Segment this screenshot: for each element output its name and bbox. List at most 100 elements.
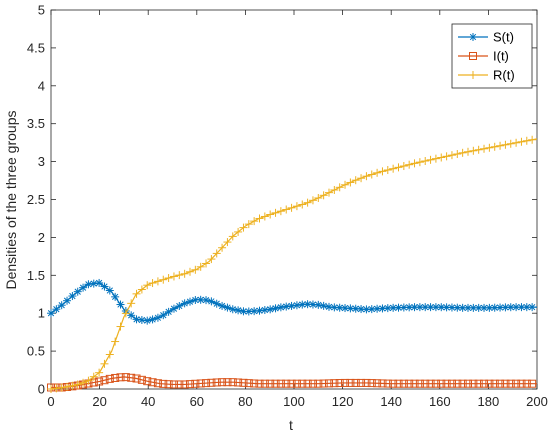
marker-stroke xyxy=(244,379,253,388)
series-s-t xyxy=(47,278,537,325)
marker-stroke xyxy=(458,379,467,388)
y-tick-label: 1.5 xyxy=(27,268,45,283)
marker-stroke xyxy=(351,378,360,387)
marker-stroke xyxy=(69,292,76,300)
marker-stroke xyxy=(255,379,264,388)
marker-stroke xyxy=(486,304,493,312)
marker-stroke xyxy=(469,379,478,388)
marker-stroke xyxy=(308,379,317,388)
marker-stroke xyxy=(223,378,232,387)
series-marker xyxy=(164,380,173,389)
series-i-t xyxy=(47,373,537,392)
series-marker xyxy=(330,379,339,388)
series-marker xyxy=(474,145,483,154)
series-marker xyxy=(335,183,344,192)
marker-stroke xyxy=(159,379,168,388)
marker-stroke xyxy=(298,379,307,388)
y-tick-label: 3.5 xyxy=(27,116,45,131)
marker-stroke xyxy=(352,305,359,312)
series-marker xyxy=(105,286,114,295)
series-marker xyxy=(287,379,296,388)
marker-stroke xyxy=(368,305,375,313)
marker-stroke xyxy=(288,302,295,310)
marker-stroke xyxy=(384,304,391,312)
marker-stroke xyxy=(293,302,301,309)
legend-item: S(t) xyxy=(458,30,514,45)
marker-stroke xyxy=(170,305,178,312)
marker-stroke xyxy=(528,379,537,388)
marker-stroke xyxy=(121,373,130,382)
series-marker xyxy=(276,207,285,216)
marker-stroke xyxy=(454,304,461,311)
series-marker xyxy=(341,180,350,189)
marker-stroke xyxy=(320,302,327,310)
series-marker xyxy=(383,379,392,388)
series-marker xyxy=(282,379,291,388)
marker-stroke xyxy=(314,379,323,388)
marker-stroke xyxy=(335,379,344,388)
series-marker xyxy=(485,143,494,152)
series-marker xyxy=(351,176,360,185)
marker-stroke xyxy=(475,304,482,312)
series-marker xyxy=(431,379,440,388)
marker-stroke xyxy=(427,303,434,311)
series-marker xyxy=(319,301,328,310)
series-marker xyxy=(218,301,227,310)
series-marker xyxy=(47,309,55,318)
marker-stroke xyxy=(271,379,280,388)
marker-stroke xyxy=(153,379,162,388)
series-r-t xyxy=(47,135,538,393)
series-marker xyxy=(196,262,205,271)
marker-stroke xyxy=(192,296,199,304)
series-marker xyxy=(330,185,339,194)
series-marker xyxy=(73,380,82,389)
series-marker xyxy=(298,379,307,388)
series-marker xyxy=(373,168,382,177)
marker-stroke xyxy=(373,379,382,388)
series-marker xyxy=(437,153,446,162)
series-marker xyxy=(367,170,376,179)
series-marker xyxy=(517,379,526,388)
legend-marker xyxy=(469,33,477,41)
marker-stroke xyxy=(406,304,413,311)
marker-stroke xyxy=(490,379,499,388)
marker-stroke xyxy=(58,302,65,309)
series-marker xyxy=(228,378,237,387)
marker-stroke xyxy=(229,306,236,313)
series-marker xyxy=(111,337,120,346)
series-marker xyxy=(100,359,109,368)
marker-stroke xyxy=(276,379,285,388)
series-marker xyxy=(68,292,77,301)
series-marker xyxy=(298,200,307,209)
series-marker xyxy=(303,379,312,388)
marker-stroke xyxy=(410,379,419,388)
series-marker xyxy=(528,303,537,312)
marker-stroke xyxy=(154,314,162,321)
series-marker xyxy=(169,304,178,313)
series-marker xyxy=(394,303,403,312)
marker-stroke xyxy=(469,52,477,60)
marker-stroke xyxy=(160,312,167,319)
series-marker xyxy=(276,303,285,312)
marker-stroke xyxy=(165,308,172,315)
series-marker xyxy=(394,379,403,388)
x-tick-label: 60 xyxy=(190,394,204,409)
series-marker xyxy=(463,379,472,388)
marker-stroke xyxy=(501,379,510,388)
series-marker xyxy=(490,303,499,312)
series-marker xyxy=(148,378,157,387)
marker-stroke xyxy=(330,379,339,388)
series-marker xyxy=(292,202,301,211)
series-marker xyxy=(506,303,515,312)
series-marker xyxy=(528,379,537,388)
series-marker xyxy=(159,275,168,284)
series-marker xyxy=(121,309,130,318)
marker-stroke xyxy=(228,378,237,387)
marker-stroke xyxy=(261,306,268,314)
marker-stroke xyxy=(239,378,248,387)
marker-stroke xyxy=(463,379,472,388)
marker-stroke xyxy=(506,379,515,388)
marker-stroke xyxy=(415,379,424,388)
marker-stroke xyxy=(470,304,477,312)
